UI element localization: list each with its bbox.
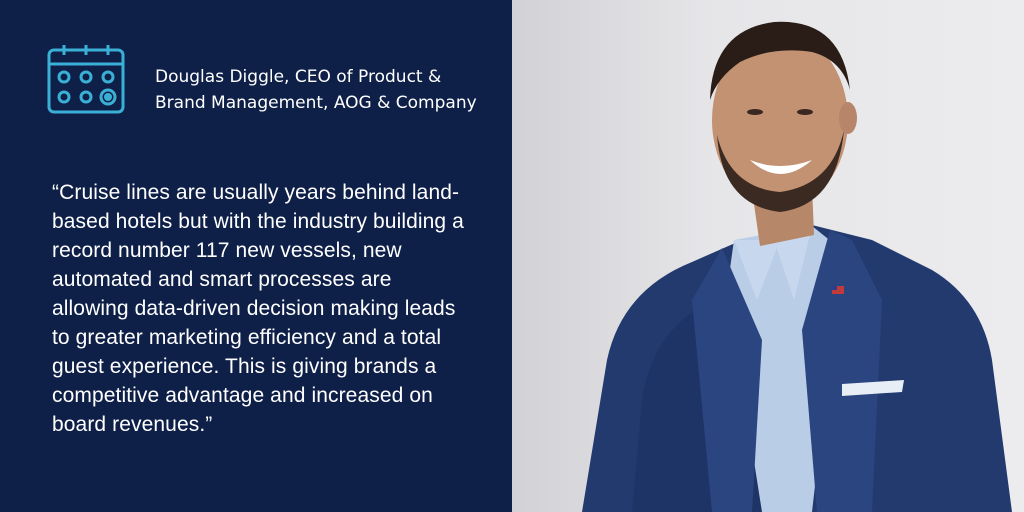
speaker-attribution: Douglas Diggle, CEO of Product & Brand M… xyxy=(155,67,477,113)
quote-panel: Douglas Diggle, CEO of Product & Brand M… xyxy=(47,45,477,436)
speaker-photo xyxy=(512,0,1024,512)
quote-text: “Cruise lines are usually years behind l… xyxy=(52,181,464,436)
portrait-image xyxy=(582,21,1012,512)
calendar-icon xyxy=(47,45,125,114)
